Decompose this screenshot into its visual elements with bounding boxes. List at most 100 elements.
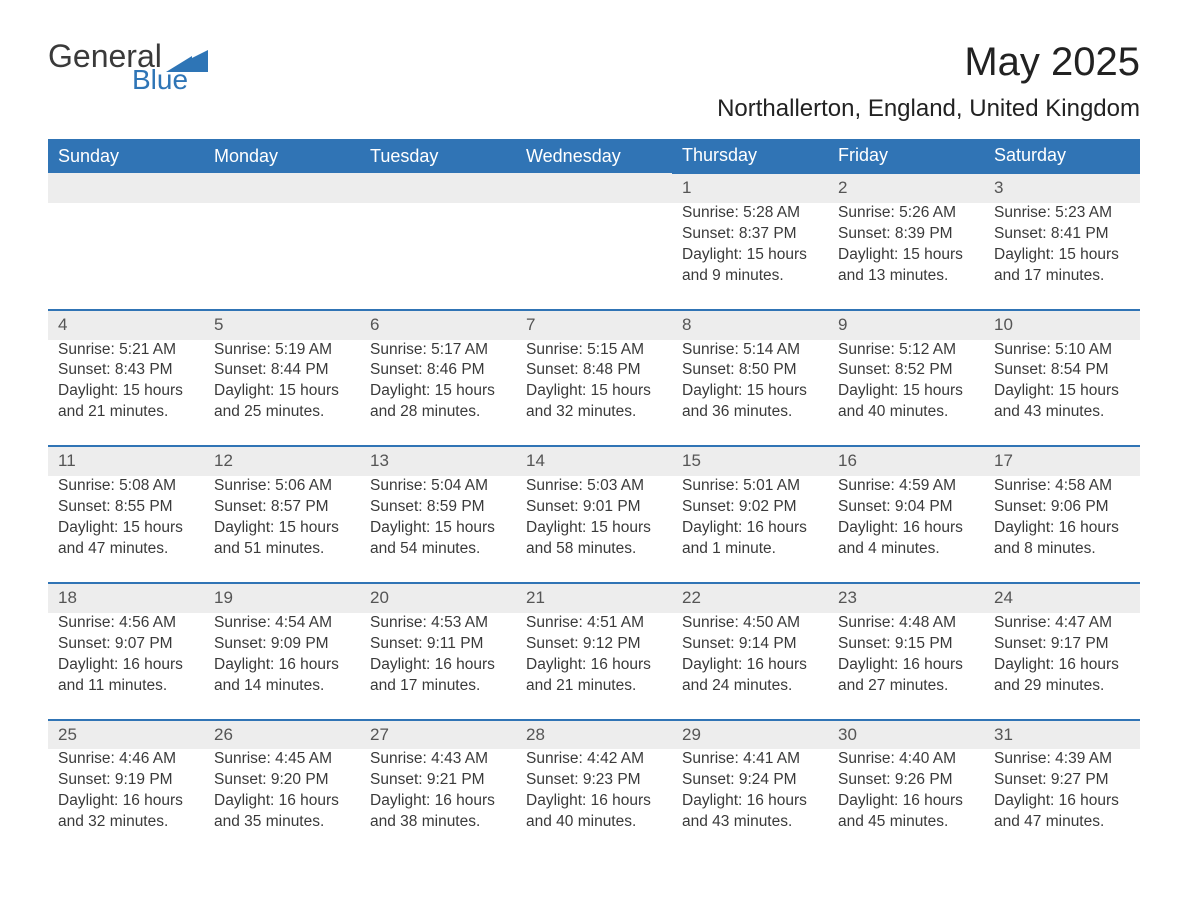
daylight-line: Daylight: 15 hours and 36 minutes.	[682, 381, 818, 423]
sunrise-line: Sunrise: 4:51 AM	[526, 613, 662, 634]
sunset-line: Sunset: 9:04 PM	[838, 497, 974, 518]
day-cell: Sunrise: 4:43 AMSunset: 9:21 PMDaylight:…	[360, 749, 516, 855]
sunset-line: Sunset: 9:06 PM	[994, 497, 1130, 518]
daylight-line: Daylight: 16 hours and 43 minutes.	[682, 791, 818, 833]
weekday-header: Wednesday	[516, 139, 672, 173]
day-number: 16	[828, 446, 984, 476]
sunrise-line: Sunrise: 4:47 AM	[994, 613, 1130, 634]
sunset-line: Sunset: 9:07 PM	[58, 634, 194, 655]
day-number: 6	[360, 310, 516, 340]
day-number: 12	[204, 446, 360, 476]
weekday-header: Saturday	[984, 139, 1140, 173]
day-number: 1	[672, 173, 828, 203]
day-number: 25	[48, 720, 204, 750]
sunset-line: Sunset: 9:11 PM	[370, 634, 506, 655]
weekday-header: Monday	[204, 139, 360, 173]
day-cell: Sunrise: 4:50 AMSunset: 9:14 PMDaylight:…	[672, 613, 828, 720]
day-number: 17	[984, 446, 1140, 476]
daylight-line: Daylight: 15 hours and 40 minutes.	[838, 381, 974, 423]
daylight-line: Daylight: 16 hours and 21 minutes.	[526, 655, 662, 697]
day-cell: Sunrise: 5:15 AMSunset: 8:48 PMDaylight:…	[516, 340, 672, 447]
day-number: 18	[48, 583, 204, 613]
sunset-line: Sunset: 9:23 PM	[526, 770, 662, 791]
sunset-line: Sunset: 9:21 PM	[370, 770, 506, 791]
sunrise-line: Sunrise: 4:40 AM	[838, 749, 974, 770]
sunset-line: Sunset: 9:17 PM	[994, 634, 1130, 655]
sunrise-line: Sunrise: 4:43 AM	[370, 749, 506, 770]
day-number: 3	[984, 173, 1140, 203]
sunset-line: Sunset: 9:27 PM	[994, 770, 1130, 791]
daylight-line: Daylight: 16 hours and 45 minutes.	[838, 791, 974, 833]
daylight-line: Daylight: 15 hours and 47 minutes.	[58, 518, 194, 560]
sunset-line: Sunset: 8:43 PM	[58, 360, 194, 381]
sunset-line: Sunset: 8:52 PM	[838, 360, 974, 381]
sunset-line: Sunset: 9:14 PM	[682, 634, 818, 655]
sunset-line: Sunset: 9:19 PM	[58, 770, 194, 791]
day-cell: Sunrise: 4:51 AMSunset: 9:12 PMDaylight:…	[516, 613, 672, 720]
day-number: 20	[360, 583, 516, 613]
sunset-line: Sunset: 9:15 PM	[838, 634, 974, 655]
sunset-line: Sunset: 9:20 PM	[214, 770, 350, 791]
day-number: 8	[672, 310, 828, 340]
day-number-blank	[204, 173, 360, 203]
day-number: 21	[516, 583, 672, 613]
day-cell: Sunrise: 4:59 AMSunset: 9:04 PMDaylight:…	[828, 476, 984, 583]
sunset-line: Sunset: 9:09 PM	[214, 634, 350, 655]
header: General Blue May 2025 Northallerton, Eng…	[48, 40, 1140, 133]
daynum-row: 11121314151617	[48, 446, 1140, 476]
sunrise-line: Sunrise: 5:03 AM	[526, 476, 662, 497]
sunset-line: Sunset: 9:24 PM	[682, 770, 818, 791]
day-cell-blank	[516, 203, 672, 310]
daylight-line: Daylight: 15 hours and 32 minutes.	[526, 381, 662, 423]
day-cell: Sunrise: 5:04 AMSunset: 8:59 PMDaylight:…	[360, 476, 516, 583]
day-content-row: Sunrise: 5:08 AMSunset: 8:55 PMDaylight:…	[48, 476, 1140, 583]
sunrise-line: Sunrise: 5:04 AM	[370, 476, 506, 497]
day-cell: Sunrise: 5:10 AMSunset: 8:54 PMDaylight:…	[984, 340, 1140, 447]
day-cell: Sunrise: 5:06 AMSunset: 8:57 PMDaylight:…	[204, 476, 360, 583]
daylight-line: Daylight: 16 hours and 4 minutes.	[838, 518, 974, 560]
day-cell: Sunrise: 5:12 AMSunset: 8:52 PMDaylight:…	[828, 340, 984, 447]
day-cell: Sunrise: 4:40 AMSunset: 9:26 PMDaylight:…	[828, 749, 984, 855]
daylight-line: Daylight: 16 hours and 40 minutes.	[526, 791, 662, 833]
day-number-blank	[48, 173, 204, 203]
logo: General Blue	[48, 40, 208, 94]
daylight-line: Daylight: 15 hours and 43 minutes.	[994, 381, 1130, 423]
sunset-line: Sunset: 8:54 PM	[994, 360, 1130, 381]
day-number: 2	[828, 173, 984, 203]
day-number: 13	[360, 446, 516, 476]
daynum-row: 25262728293031	[48, 720, 1140, 750]
daylight-line: Daylight: 16 hours and 8 minutes.	[994, 518, 1130, 560]
month-title: May 2025	[717, 40, 1140, 85]
day-cell: Sunrise: 4:48 AMSunset: 9:15 PMDaylight:…	[828, 613, 984, 720]
sunrise-line: Sunrise: 5:10 AM	[994, 340, 1130, 361]
daylight-line: Daylight: 15 hours and 58 minutes.	[526, 518, 662, 560]
day-number: 15	[672, 446, 828, 476]
day-number: 26	[204, 720, 360, 750]
day-cell: Sunrise: 4:42 AMSunset: 9:23 PMDaylight:…	[516, 749, 672, 855]
day-cell: Sunrise: 5:19 AMSunset: 8:44 PMDaylight:…	[204, 340, 360, 447]
sunrise-line: Sunrise: 4:50 AM	[682, 613, 818, 634]
sunset-line: Sunset: 8:50 PM	[682, 360, 818, 381]
weekday-header: Sunday	[48, 139, 204, 173]
daynum-row: 18192021222324	[48, 583, 1140, 613]
day-cell: Sunrise: 5:08 AMSunset: 8:55 PMDaylight:…	[48, 476, 204, 583]
sunrise-line: Sunrise: 5:21 AM	[58, 340, 194, 361]
daylight-line: Daylight: 15 hours and 21 minutes.	[58, 381, 194, 423]
day-number: 14	[516, 446, 672, 476]
sunrise-line: Sunrise: 5:15 AM	[526, 340, 662, 361]
day-cell: Sunrise: 4:53 AMSunset: 9:11 PMDaylight:…	[360, 613, 516, 720]
day-cell: Sunrise: 5:17 AMSunset: 8:46 PMDaylight:…	[360, 340, 516, 447]
sunset-line: Sunset: 8:59 PM	[370, 497, 506, 518]
day-cell: Sunrise: 4:41 AMSunset: 9:24 PMDaylight:…	[672, 749, 828, 855]
sunrise-line: Sunrise: 5:12 AM	[838, 340, 974, 361]
day-number: 7	[516, 310, 672, 340]
day-cell-blank	[48, 203, 204, 310]
sunset-line: Sunset: 8:37 PM	[682, 224, 818, 245]
daylight-line: Daylight: 15 hours and 9 minutes.	[682, 245, 818, 287]
location: Northallerton, England, United Kingdom	[717, 95, 1140, 123]
sunset-line: Sunset: 8:39 PM	[838, 224, 974, 245]
day-content-row: Sunrise: 4:46 AMSunset: 9:19 PMDaylight:…	[48, 749, 1140, 855]
daylight-line: Daylight: 16 hours and 47 minutes.	[994, 791, 1130, 833]
daylight-line: Daylight: 15 hours and 51 minutes.	[214, 518, 350, 560]
day-number: 22	[672, 583, 828, 613]
